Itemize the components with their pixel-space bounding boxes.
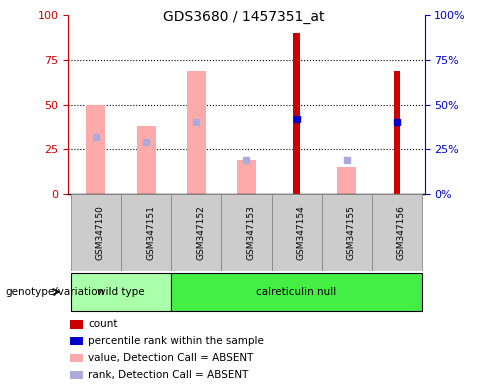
Bar <box>70 337 82 346</box>
Text: value, Detection Call = ABSENT: value, Detection Call = ABSENT <box>88 353 253 363</box>
Text: GSM347151: GSM347151 <box>146 205 155 260</box>
Bar <box>70 371 82 379</box>
Bar <box>70 354 82 362</box>
Text: percentile rank within the sample: percentile rank within the sample <box>88 336 264 346</box>
Text: calreticulin null: calreticulin null <box>257 287 337 297</box>
Bar <box>237 160 256 194</box>
Bar <box>71 194 121 271</box>
Text: GSM347155: GSM347155 <box>347 205 356 260</box>
Bar <box>337 167 356 194</box>
Text: count: count <box>88 319 118 329</box>
Bar <box>86 104 105 194</box>
Bar <box>187 71 206 194</box>
Bar <box>271 194 322 271</box>
Bar <box>293 33 300 194</box>
Text: GDS3680 / 1457351_at: GDS3680 / 1457351_at <box>163 10 325 23</box>
Bar <box>322 194 372 271</box>
Text: rank, Detection Call = ABSENT: rank, Detection Call = ABSENT <box>88 370 248 380</box>
Bar <box>171 273 422 311</box>
Text: GSM347156: GSM347156 <box>397 205 406 260</box>
Text: GSM347154: GSM347154 <box>297 205 305 260</box>
Text: GSM347152: GSM347152 <box>196 205 205 260</box>
Bar <box>71 273 171 311</box>
Text: genotype/variation: genotype/variation <box>5 287 104 297</box>
Text: GSM347150: GSM347150 <box>96 205 105 260</box>
Bar <box>137 126 156 194</box>
Bar <box>121 194 171 271</box>
Text: wild type: wild type <box>97 287 145 297</box>
Bar <box>171 194 222 271</box>
Bar <box>222 194 271 271</box>
Text: GSM347153: GSM347153 <box>246 205 255 260</box>
Bar <box>372 194 422 271</box>
Bar <box>394 71 400 194</box>
Bar <box>70 320 82 329</box>
